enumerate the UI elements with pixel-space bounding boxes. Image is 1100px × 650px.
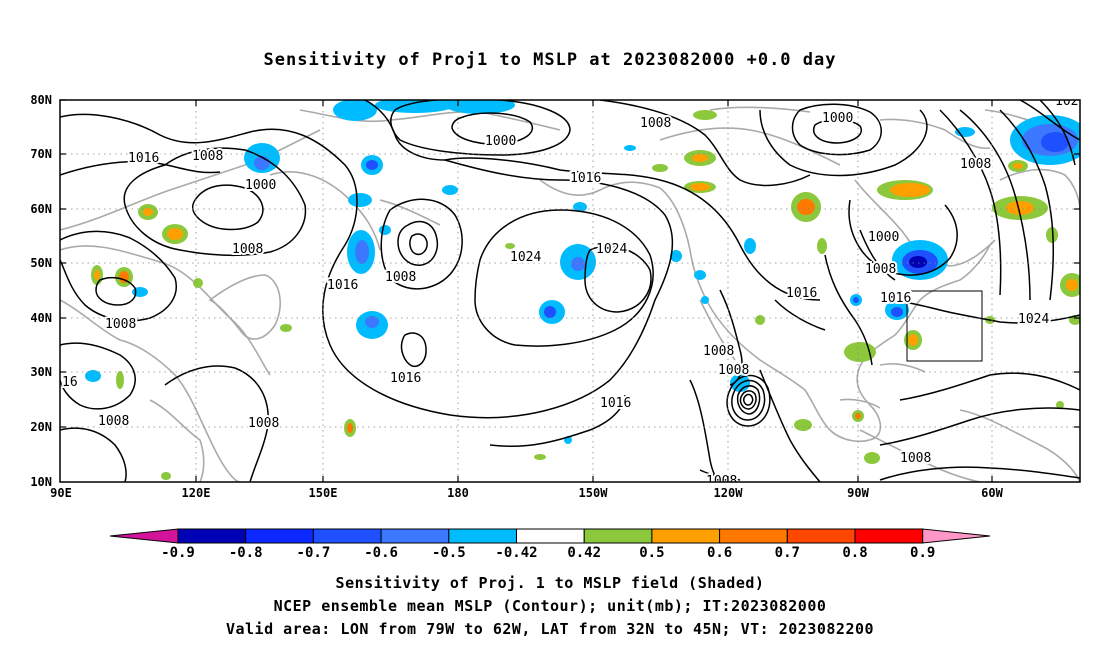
colorbar-segment: [177, 528, 247, 544]
contour-label: 1016: [570, 171, 601, 186]
lon-label: 120W: [714, 486, 744, 500]
contour-label: 1008: [960, 157, 991, 172]
colorbar-segment: [448, 528, 517, 544]
contour-label-group: 1016 1008 1000 1000 1008 1000 1016 1008 …: [60, 94, 1080, 489]
colorbar-tick-label: -0.42: [495, 545, 537, 561]
contour-label: 1008: [703, 344, 734, 359]
colorbar-segment: [583, 528, 653, 544]
longitude-labels: 90E 120E 150E 180 150W 120W 90W 60W: [50, 486, 1003, 500]
lat-label: 30N: [30, 365, 52, 379]
colorbar-segment: [786, 528, 856, 544]
lat-label: 40N: [30, 311, 52, 325]
contour-label: 1008: [865, 262, 896, 277]
caption-line-1: Sensitivity of Proj. 1 to MSLP field (Sh…: [335, 574, 765, 592]
colorbar-segment: [312, 528, 382, 544]
contour-label: 1008: [98, 414, 129, 429]
colorbar-end-low: [109, 528, 179, 544]
colorbar-segment: [719, 528, 788, 544]
colorbar-tick-label: 0.7: [775, 545, 800, 561]
lat-label: 50N: [30, 256, 52, 270]
latitude-labels: 80N 70N 60N 50N 40N 30N 20N 10N: [30, 93, 52, 489]
contour-label: 1016: [327, 278, 358, 293]
axis-ticks: [60, 99, 1080, 482]
contour-label: 1008: [232, 242, 263, 257]
colorbar-labels: -0.9 -0.8 -0.7 -0.6 -0.5 -0.42 0.42 0.5 0.6 0.7 0.…: [161, 545, 935, 561]
colorbar-tick-label: 0.9: [910, 545, 935, 561]
map-title: Sensitivity of Proj1 to MSLP at 20230820…: [263, 50, 837, 70]
map-frame: [59, 99, 1081, 483]
contour-label: 1008: [385, 270, 416, 285]
mslp-contours: [60, 100, 1080, 482]
colorbar-tick-label: 0.6: [707, 545, 732, 561]
lon-label: 120E: [182, 486, 211, 500]
contour-label: 1000: [868, 230, 899, 245]
contour-label: 1016: [786, 286, 817, 301]
lon-label: 150E: [309, 486, 338, 500]
contour-label: 1024: [510, 250, 541, 265]
contour-label: 1008: [718, 363, 749, 378]
valid-area-box: [906, 290, 983, 362]
lat-label: 80N: [30, 93, 52, 107]
colorbar-tick-label: -0.7: [297, 545, 331, 561]
contour-label: 1016: [600, 396, 631, 411]
colorbar-segment: [516, 528, 585, 544]
contour-label: 1008: [900, 451, 931, 466]
lat-label: 70N: [30, 147, 52, 161]
colorbar-tick-label: -0.5: [432, 545, 466, 561]
colorbar-end-high: [922, 528, 991, 544]
lon-label: 90E: [50, 486, 72, 500]
contour-label: 1016: [128, 151, 159, 166]
colorbar-tick-label: 0.42: [567, 545, 601, 561]
contour-label: 1016: [390, 371, 421, 386]
contour-label: 1000: [245, 178, 276, 193]
colorbar-tick-label: -0.9: [161, 545, 195, 561]
caption-line-2: NCEP ensemble mean MSLP (Contour); unit(…: [273, 597, 827, 615]
colorbar: [109, 528, 991, 544]
lon-label: 60W: [981, 486, 1003, 500]
lat-label: 20N: [30, 420, 52, 434]
colorbar-tick-label: 0.5: [639, 545, 664, 561]
lon-label: 90W: [847, 486, 869, 500]
contour-label: 1008: [706, 474, 737, 489]
colorbar-segment: [651, 528, 721, 544]
contour-label: 1008: [192, 149, 223, 164]
contour-label: 1024: [596, 242, 627, 257]
colorbar-tick-label: 0.8: [842, 545, 867, 561]
colorbar-segment: [245, 528, 314, 544]
colorbar-segment: [854, 528, 924, 544]
lon-label: 150W: [579, 486, 609, 500]
contour-label: 1000: [822, 111, 853, 126]
contour-label: 102: [1055, 94, 1078, 109]
contour-label: 1008: [640, 116, 671, 131]
contour-label: 1024: [1018, 312, 1049, 327]
lat-label: 10N: [30, 475, 52, 489]
colorbar-tick-label: -0.8: [229, 545, 263, 561]
contour-label: 1000: [485, 134, 516, 149]
contour-label: 1008: [248, 416, 279, 431]
lon-label: 180: [447, 486, 469, 500]
contour-label: 1008: [105, 317, 136, 332]
colorbar-tick-label: -0.6: [364, 545, 398, 561]
contour-label: 16: [62, 375, 78, 390]
caption-line-3: Valid area: LON from 79W to 62W, LAT fro…: [225, 620, 875, 638]
lat-label: 60N: [30, 202, 52, 216]
contour-label: 1016: [880, 291, 911, 306]
colorbar-segment: [380, 528, 450, 544]
